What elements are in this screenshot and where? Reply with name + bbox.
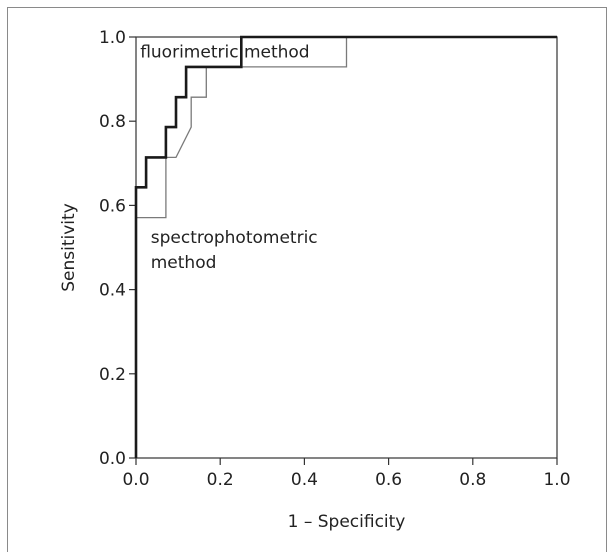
- series-line-1: [134, 35, 557, 458]
- x-tick-label: 0.6: [375, 470, 402, 490]
- x-tick-label: 1.0: [543, 470, 570, 490]
- annotation-label: fluorimetric method: [140, 43, 309, 63]
- chart-axes: 0.0 0.2 0.4 0.6 0.8 1.0 0.0 0.2 0.4 0.6 0.8 1.0: [99, 28, 571, 490]
- x-tick-label: 0.0: [122, 470, 149, 490]
- chart-annotations: fluorimetric method spectrophotometric met…: [140, 43, 317, 273]
- series-line-2: [135, 36, 557, 458]
- y-tick-label: 1.0: [99, 28, 126, 48]
- annotation-label: method: [151, 253, 217, 273]
- y-tick-label: 0.0: [99, 449, 126, 469]
- annotation-label: spectrophotometric: [151, 228, 318, 248]
- chart-series: [134, 35, 557, 458]
- x-tick-label: 0.4: [291, 470, 318, 490]
- y-tick-label: 0.4: [99, 281, 126, 301]
- y-tick-label: 0.8: [99, 112, 126, 132]
- y-tick-label: 0.6: [99, 196, 126, 216]
- figure-frame: [7, 7, 607, 552]
- x-tick-label: 0.8: [459, 470, 486, 490]
- y-axis-title: Sensitivity: [59, 203, 79, 292]
- x-axis-title: 1 – Specificity: [288, 512, 406, 532]
- x-tick-label: 0.2: [207, 470, 234, 490]
- y-tick-label: 0.2: [99, 365, 126, 385]
